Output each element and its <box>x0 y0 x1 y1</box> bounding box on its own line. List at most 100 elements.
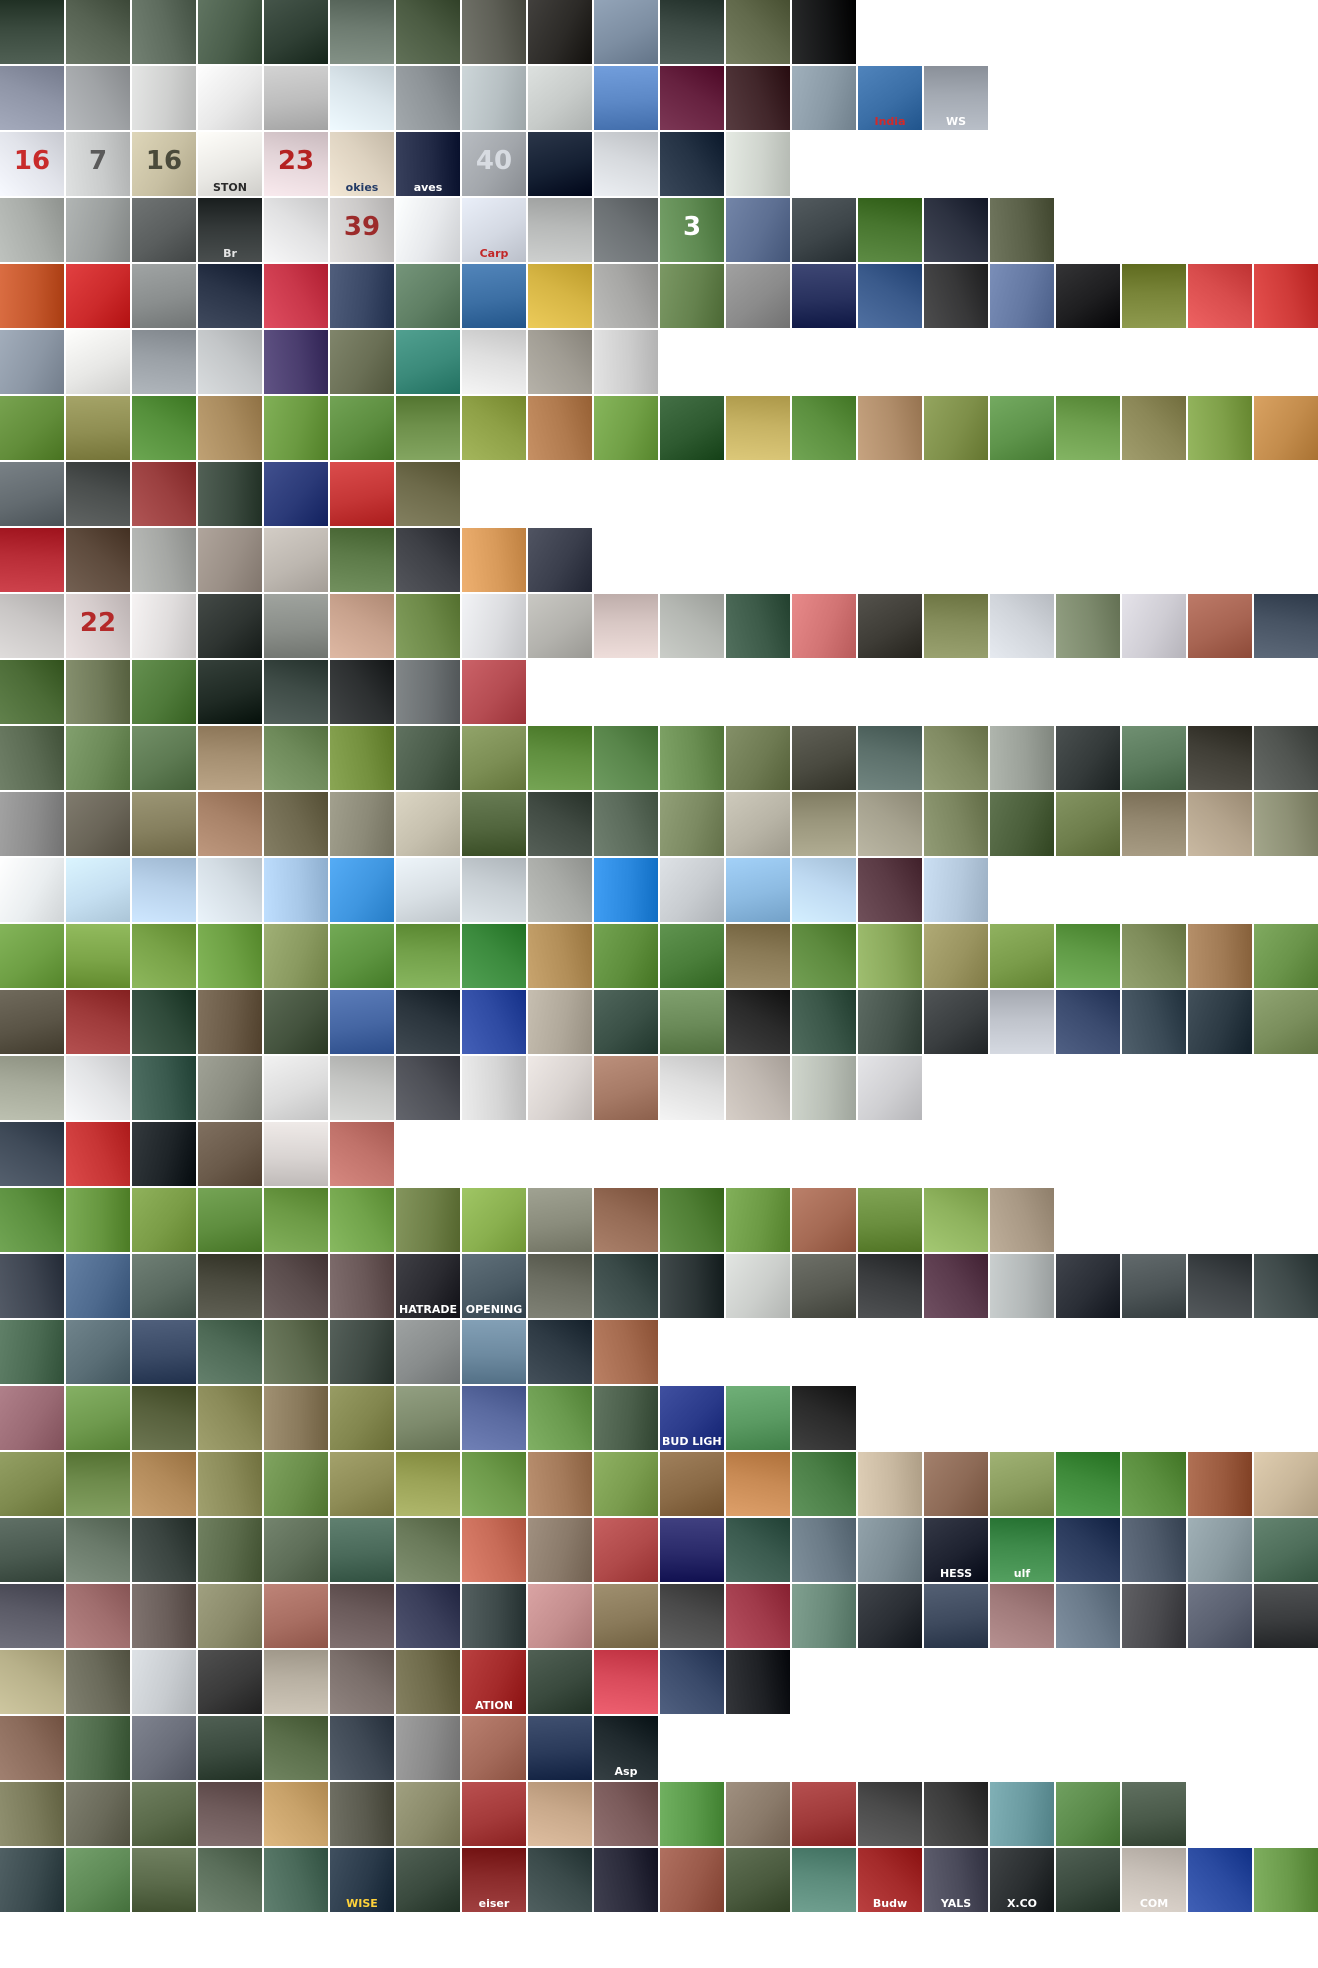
thumbnail <box>198 1254 262 1318</box>
thumbnail: 23 <box>264 132 328 196</box>
thumbnail <box>264 1716 328 1780</box>
thumbnail <box>330 660 394 724</box>
thumbnail <box>1056 264 1120 328</box>
thumbnail <box>264 1452 328 1516</box>
thumbnail <box>330 1254 394 1318</box>
thumbnail <box>264 1650 328 1714</box>
thumbnail-text: STON <box>213 182 247 194</box>
thumbnail <box>528 330 592 394</box>
thumbnail: HESS <box>924 1518 988 1582</box>
thumbnail <box>0 660 64 724</box>
thumbnail <box>990 726 1054 790</box>
thumbnail <box>264 264 328 328</box>
thumbnail <box>330 924 394 988</box>
thumbnail <box>462 66 526 130</box>
thumbnail <box>198 990 262 1054</box>
thumbnail <box>330 594 394 658</box>
thumbnail <box>924 1188 988 1252</box>
thumbnail <box>528 132 592 196</box>
thumbnail <box>198 528 262 592</box>
thumbnail: WS <box>924 66 988 130</box>
thumbnail <box>396 660 460 724</box>
thumbnail <box>528 528 592 592</box>
thumbnail <box>66 858 130 922</box>
thumbnail <box>0 1056 64 1120</box>
thumbnail <box>858 198 922 262</box>
thumbnail-text: 39 <box>343 212 381 242</box>
thumbnail <box>462 1452 526 1516</box>
thumbnail <box>132 990 196 1054</box>
thumbnail <box>528 66 592 130</box>
thumbnail <box>396 1452 460 1516</box>
thumbnail <box>396 528 460 592</box>
thumbnail <box>792 1518 856 1582</box>
thumbnail <box>1122 1782 1186 1846</box>
thumbnail <box>924 924 988 988</box>
thumbnail <box>330 792 394 856</box>
thumbnail <box>132 1122 196 1186</box>
thumbnail <box>990 198 1054 262</box>
thumbnail <box>132 1320 196 1384</box>
thumbnail <box>132 1650 196 1714</box>
thumbnail <box>66 1386 130 1450</box>
thumbnail <box>924 1584 988 1648</box>
thumbnail <box>726 1782 790 1846</box>
thumbnail <box>462 396 526 460</box>
thumbnail: X.CO <box>990 1848 1054 1912</box>
thumbnail <box>792 1584 856 1648</box>
thumbnail-text: WISE <box>346 1898 378 1910</box>
thumbnail <box>0 726 64 790</box>
thumbnail <box>660 1584 724 1648</box>
thumbnail <box>0 1584 64 1648</box>
thumbnail <box>396 1584 460 1648</box>
thumbnail <box>924 264 988 328</box>
thumbnail <box>792 726 856 790</box>
thumbnail <box>132 1716 196 1780</box>
thumbnail-text: Carp <box>479 248 509 260</box>
thumbnail: HATRADE <box>396 1254 460 1318</box>
thumbnail <box>264 1518 328 1582</box>
thumbnail <box>396 264 460 328</box>
thumbnail <box>396 726 460 790</box>
thumbnail <box>330 990 394 1054</box>
thumbnail <box>792 1782 856 1846</box>
thumbnail <box>66 1650 130 1714</box>
thumbnail <box>462 1320 526 1384</box>
thumbnail <box>0 198 64 262</box>
thumbnail-text: 22 <box>79 608 117 638</box>
thumbnail <box>264 198 328 262</box>
thumbnail <box>1254 1848 1318 1912</box>
thumbnail <box>660 990 724 1054</box>
thumbnail <box>264 726 328 790</box>
thumbnail <box>198 1188 262 1252</box>
thumbnail <box>858 924 922 988</box>
thumbnail-text: HATRADE <box>399 1304 457 1316</box>
thumbnail <box>594 0 658 64</box>
thumbnail <box>858 1188 922 1252</box>
thumbnail <box>330 528 394 592</box>
thumbnail <box>264 924 328 988</box>
thumbnail <box>990 792 1054 856</box>
mosaic-row-night-lights: ATION <box>0 1650 792 1714</box>
thumbnail <box>264 396 328 460</box>
thumbnail <box>0 462 64 526</box>
thumbnail <box>990 924 1054 988</box>
thumbnail <box>726 1386 790 1450</box>
mosaic-row-jerseys-numbers: 16 7 16 STON 23 okies aves 40 <box>0 132 792 196</box>
thumbnail <box>594 1518 658 1582</box>
thumbnail: 16 <box>132 132 196 196</box>
thumbnail <box>1188 1518 1252 1582</box>
mosaic-row-stadium-wide <box>0 726 1318 790</box>
thumbnail <box>594 132 658 196</box>
thumbnail <box>330 1056 394 1120</box>
thumbnail <box>1188 792 1252 856</box>
thumbnail <box>858 1056 922 1120</box>
thumbnail <box>396 990 460 1054</box>
thumbnail <box>594 396 658 460</box>
thumbnail <box>264 330 328 394</box>
mosaic-row-legs-shoes <box>0 792 1318 856</box>
thumbnail <box>528 1056 592 1120</box>
thumbnail <box>0 594 64 658</box>
thumbnail <box>924 792 988 856</box>
thumbnail <box>1254 924 1318 988</box>
